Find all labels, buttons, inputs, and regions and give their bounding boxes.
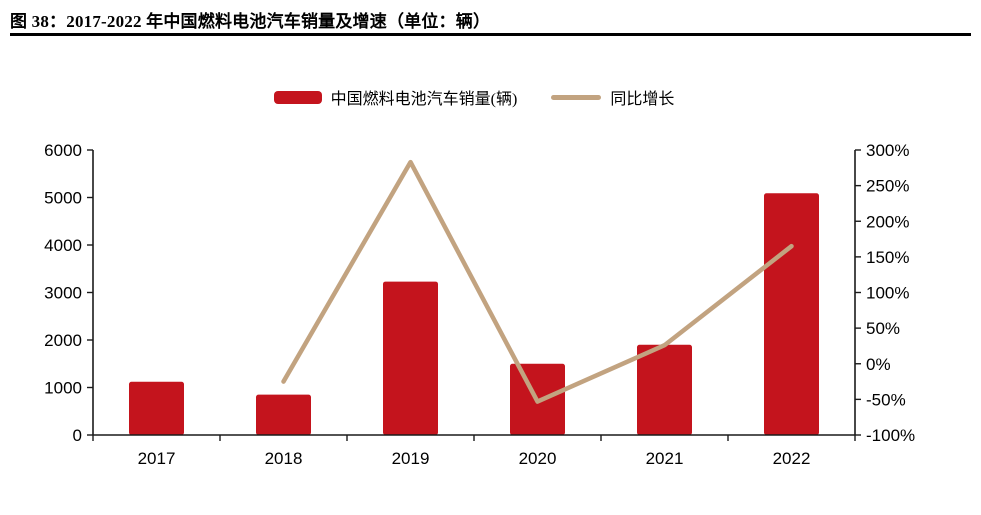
chart-legend: 中国燃料电池汽车销量(辆) 同比增长 — [93, 86, 855, 108]
bar-2021 — [637, 344, 692, 435]
left-axis-tick-label: 1000 — [44, 379, 82, 398]
right-axis-tick-label: 50% — [866, 319, 900, 338]
left-axis-tick-label: 5000 — [44, 189, 82, 208]
right-axis-tick-label: 250% — [866, 177, 909, 196]
bar-2018 — [256, 394, 311, 435]
caption-divider — [10, 33, 971, 36]
right-axis-tick-label: 150% — [866, 248, 909, 267]
x-axis-category-label: 2021 — [646, 449, 684, 468]
right-axis-tick-label: 100% — [866, 284, 909, 303]
x-axis-category-label: 2020 — [519, 449, 557, 468]
x-axis-category-label: 2017 — [138, 449, 176, 468]
x-axis-category-label: 2019 — [392, 449, 430, 468]
growth-line — [281, 159, 794, 404]
left-axis-tick-label: 6000 — [44, 141, 82, 160]
line-series-label: 同比增长 — [610, 91, 675, 108]
right-axis-tick-label: 0% — [866, 355, 891, 374]
figure-caption: 图 38：2017-2022 年中国燃料电池汽车销量及增速（单位：辆） — [10, 12, 491, 31]
bar-2019 — [383, 281, 438, 435]
bar-series-swatch — [273, 90, 322, 104]
left-axis-tick-label: 4000 — [44, 236, 82, 255]
bar-series-label: 中国燃料电池汽车销量(辆) — [330, 91, 518, 108]
right-axis-tick-label: -100% — [866, 426, 915, 445]
bar-2017 — [129, 381, 184, 435]
right-axis-tick-label: 200% — [866, 212, 909, 231]
right-axis-tick-label: -50% — [866, 390, 906, 409]
line-series-swatch — [551, 94, 602, 100]
legend-item-growth: 同比增长 — [551, 85, 674, 109]
x-axis-category-label: 2022 — [773, 449, 811, 468]
bar-2022 — [764, 193, 819, 435]
right-axis-tick-label: 300% — [866, 141, 909, 160]
x-axis-category-label: 2018 — [265, 449, 303, 468]
left-axis-tick-label: 2000 — [44, 331, 82, 350]
left-axis-tick-label: 3000 — [44, 284, 82, 303]
legend-item-sales: 中国燃料电池汽车销量(辆) — [273, 85, 518, 109]
left-axis-tick-label: 0 — [73, 426, 82, 445]
